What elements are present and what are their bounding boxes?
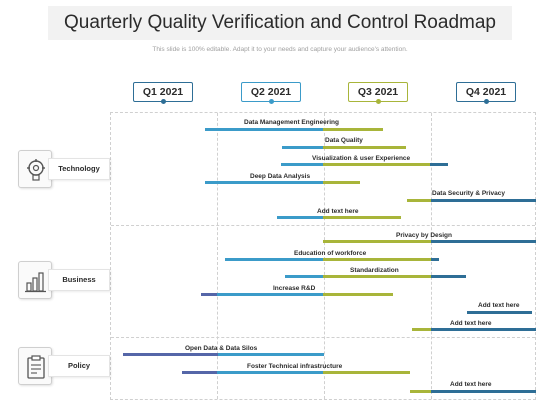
quarter-q4: Q4 2021 (456, 82, 516, 104)
quarter-marker (483, 99, 489, 104)
task-label: Add text here (450, 381, 492, 388)
task-label: Education of workforce (294, 250, 367, 257)
title-band (48, 6, 512, 40)
grid-divider (217, 113, 218, 399)
task-label: Data Quality (325, 137, 363, 144)
category-technology: Technology (18, 150, 110, 190)
clipboard-icon (18, 347, 52, 385)
task-label: Add text here (317, 208, 359, 215)
task-bar (225, 258, 439, 261)
page-subtitle: This slide is 100% editable. Adapt it to… (152, 46, 408, 53)
grid-divider (324, 113, 325, 399)
task-bar (285, 275, 466, 278)
task-bar (412, 328, 536, 331)
grid-row-divider (111, 337, 535, 338)
task-label: Data Management Engineering (244, 119, 339, 126)
task-label: Visualization & user Experience (312, 155, 411, 162)
task-bar (281, 163, 448, 166)
task-label: Privacy by Design (396, 232, 452, 239)
task-bar (282, 146, 406, 149)
quarter-q3: Q3 2021 (348, 82, 408, 104)
category-label: Policy (48, 355, 110, 377)
task-bar (407, 199, 536, 202)
task-bar (182, 371, 410, 374)
task-bar (410, 390, 536, 393)
task-bar (323, 240, 536, 243)
task-label: Foster Technical infrastructure (247, 363, 343, 370)
quarter-marker (268, 99, 274, 104)
task-label: Add text here (450, 320, 492, 327)
category-label: Business (48, 269, 110, 291)
category-business: Business (18, 261, 110, 301)
task-label: Data Security & Privacy (432, 190, 505, 197)
task-bar (123, 353, 324, 356)
quarter-marker (160, 99, 166, 104)
task-label: Deep Data Analysis (250, 173, 311, 180)
category-label: Technology (48, 158, 110, 180)
grid-row-divider (111, 225, 535, 226)
task-label: Increase R&D (273, 285, 316, 292)
page-title: Quarterly Quality Verification and Contr… (64, 12, 496, 33)
task-bar (205, 181, 360, 184)
task-bar (205, 128, 383, 131)
quarter-q1: Q1 2021 (133, 82, 193, 104)
quarter-label: Q1 2021 (142, 86, 184, 98)
quarter-label: Q4 2021 (465, 86, 507, 98)
task-bar (277, 216, 401, 219)
task-label: Standardization (350, 267, 399, 274)
grid-divider (431, 113, 432, 399)
quarter-q2: Q2 2021 (241, 82, 301, 104)
quarter-label: Q3 2021 (357, 86, 399, 98)
task-label: Open Data & Data Silos (185, 345, 258, 352)
task-bar (201, 293, 393, 296)
quarter-label: Q2 2021 (250, 86, 292, 98)
task-label: Add text here (478, 302, 520, 309)
bar-chart-icon (18, 261, 52, 299)
task-bar (467, 311, 532, 314)
quarter-marker (375, 99, 381, 104)
roadmap-grid (110, 112, 536, 400)
category-policy: Policy (18, 347, 110, 387)
brain-gear-icon (18, 150, 52, 188)
